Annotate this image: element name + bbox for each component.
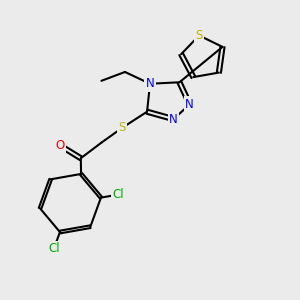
Text: N: N — [169, 112, 178, 126]
Text: S: S — [196, 29, 203, 42]
Text: Cl: Cl — [48, 242, 60, 255]
Text: O: O — [56, 139, 65, 152]
Text: N: N — [185, 98, 194, 111]
Text: S: S — [118, 122, 126, 134]
Text: Cl: Cl — [112, 188, 124, 201]
Text: N: N — [146, 77, 154, 90]
